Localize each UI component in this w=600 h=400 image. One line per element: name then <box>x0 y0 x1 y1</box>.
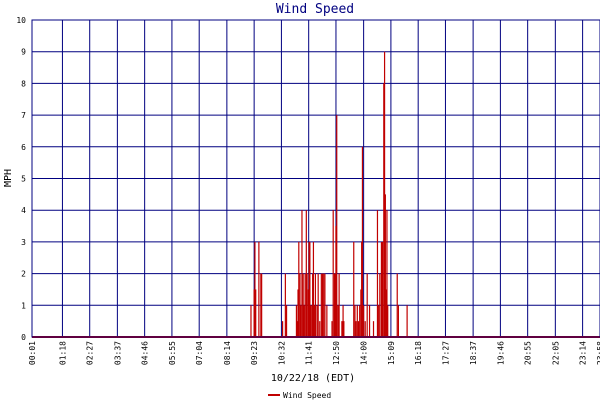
x-tick-label: 15:09 <box>387 341 396 365</box>
x-tick-label: 23:58 <box>596 341 600 365</box>
x-tick-label: 20:55 <box>524 341 533 365</box>
y-tick-labels: 0 1 2 3 4 5 6 7 8 9 10 <box>16 16 26 342</box>
y-tick-label: 9 <box>21 48 26 57</box>
x-tick-label: 03:37 <box>113 341 122 365</box>
x-tick-label: 19:46 <box>496 341 505 365</box>
x-tick-label: 10:32 <box>277 341 286 365</box>
y-tick-label: 0 <box>21 333 26 342</box>
plot-frame <box>31 19 600 338</box>
x-tick-label: 02:27 <box>86 341 95 365</box>
x-tick-label: 14:00 <box>360 341 369 365</box>
x-tick-label: 12:50 <box>332 341 341 365</box>
y-tick-label: 5 <box>21 175 26 184</box>
y-tick-label: 2 <box>21 270 26 279</box>
x-tick-label: 08:14 <box>223 341 232 365</box>
legend-label: Wind Speed <box>283 391 331 400</box>
y-tick-label: 10 <box>16 16 26 25</box>
legend: Wind Speed <box>268 391 331 400</box>
y-tick-label: 1 <box>21 301 26 310</box>
x-tick-label: 09:23 <box>250 341 259 365</box>
y-tick-label: 7 <box>21 111 26 120</box>
x-axis-label: 10/22/18 (EDT) <box>271 373 355 384</box>
y-axis-label: MPH <box>3 169 14 187</box>
x-tick-label: 05:55 <box>168 341 177 365</box>
x-tick-label: 01:18 <box>58 341 67 365</box>
y-tick-label: 4 <box>21 206 26 215</box>
chart-title: Wind Speed <box>276 2 354 17</box>
y-tick-label: 8 <box>21 79 26 88</box>
x-tick-label: 18:37 <box>469 341 478 365</box>
x-tick-label: 23:14 <box>579 341 588 365</box>
x-tick-label: 17:27 <box>441 341 450 365</box>
x-tick-labels: 00:01 01:18 02:27 03:37 04:46 05:55 07:04 08:14… <box>28 341 600 365</box>
y-tick-label: 6 <box>21 143 26 152</box>
x-tick-label: 16:18 <box>414 341 423 365</box>
y-tick-label: 3 <box>21 238 26 247</box>
x-tick-label: 11:41 <box>305 341 314 365</box>
x-tick-label: 04:46 <box>141 341 150 365</box>
x-tick-label: 22:05 <box>551 341 560 365</box>
x-tick-label: 07:04 <box>195 341 204 365</box>
x-tick-label: 00:01 <box>28 341 37 365</box>
